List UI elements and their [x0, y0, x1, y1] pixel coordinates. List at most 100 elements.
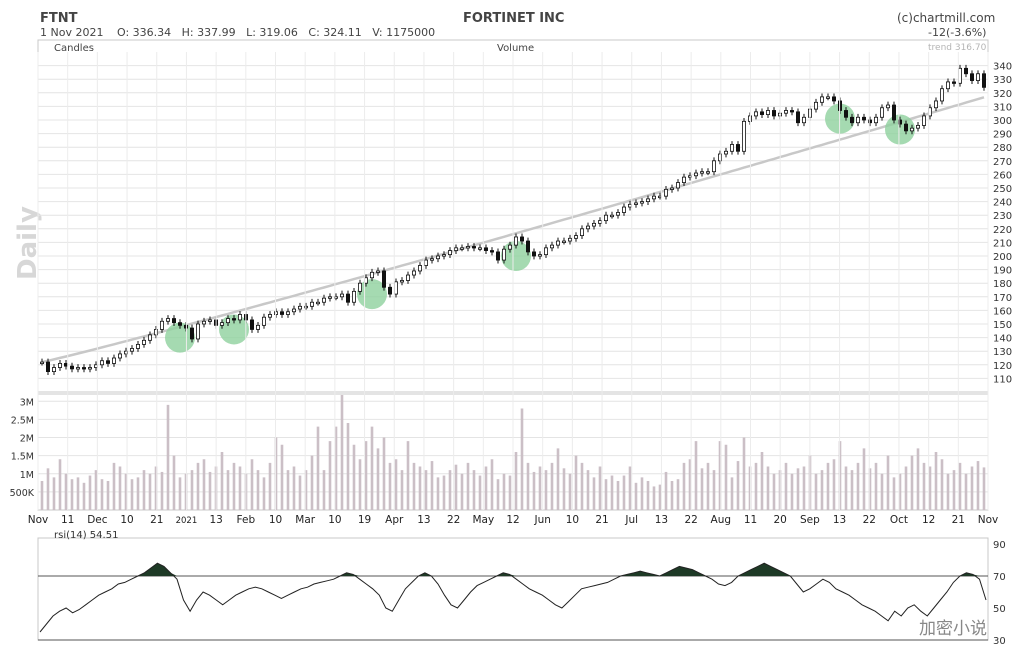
volume-bar — [490, 459, 494, 510]
volume-bar — [880, 473, 884, 510]
volume-bar — [670, 481, 674, 510]
candle — [267, 314, 272, 318]
candle — [976, 73, 981, 81]
ohlcv-label: O: 336.34 H: 337.99 L: 319.06 C: 324.11 … — [117, 26, 436, 39]
candle — [483, 247, 488, 251]
candle — [664, 188, 669, 197]
volume-bar — [652, 486, 656, 510]
candle — [285, 311, 290, 315]
price-tick-label: 110 — [993, 374, 1012, 385]
volume-bar — [832, 459, 836, 510]
volume-bar — [976, 461, 980, 510]
candle — [706, 171, 711, 174]
candle — [153, 329, 158, 336]
x-tick-label: 22 — [447, 514, 460, 526]
candle — [219, 322, 224, 326]
candle — [862, 116, 867, 121]
volume-bar — [910, 455, 914, 510]
volume-bar — [874, 462, 878, 510]
volume-bar — [280, 444, 284, 510]
volume-bar — [604, 479, 608, 510]
legend-trend: trend 316.70 — [928, 43, 987, 53]
x-tick-label: 13 — [833, 514, 846, 526]
candle — [646, 198, 651, 203]
volume-bar — [220, 452, 224, 510]
x-tick-label: Oct — [890, 514, 908, 526]
candle — [898, 119, 903, 125]
volume-bar — [826, 462, 830, 510]
candle — [345, 293, 350, 303]
volume-bar — [658, 484, 662, 510]
volume-bar — [112, 462, 116, 510]
candle — [964, 67, 969, 75]
volume-bar — [496, 479, 500, 510]
volume-bar — [952, 470, 956, 510]
rsi-tick-label: 70 — [993, 572, 1006, 583]
price-tick-label: 170 — [993, 293, 1012, 304]
candle — [411, 270, 416, 276]
candle — [868, 119, 873, 124]
volume-bar — [370, 426, 374, 510]
candle — [718, 153, 723, 162]
volume-bar — [346, 423, 350, 510]
candle — [730, 144, 735, 152]
volume-bar — [190, 470, 194, 510]
volume-bar — [400, 470, 404, 510]
price-tick-label: 200 — [993, 252, 1012, 263]
x-tick-label: 11 — [61, 514, 74, 526]
rsi-tick-label: 30 — [993, 636, 1006, 647]
source-label: (c)chartmill.com — [897, 11, 996, 25]
volume-bar — [172, 455, 176, 510]
candle — [550, 244, 555, 249]
candle — [147, 334, 152, 341]
candle — [694, 172, 699, 177]
candle — [76, 367, 81, 370]
volume-bar — [406, 441, 410, 510]
price-tick-label: 290 — [993, 130, 1012, 141]
candle — [538, 254, 543, 257]
candle — [622, 206, 627, 213]
volume-bar — [514, 452, 518, 510]
candle — [586, 225, 591, 230]
candle — [261, 316, 266, 326]
candle — [249, 319, 254, 330]
candle — [922, 115, 927, 126]
volume-bar — [898, 473, 902, 510]
volume-bar — [352, 444, 356, 510]
candle — [736, 144, 741, 152]
volume-bar — [226, 470, 230, 510]
candle — [796, 111, 801, 124]
rsi-tick-label: 50 — [993, 604, 1006, 615]
x-tick-label: 10 — [566, 514, 579, 526]
x-tick-label: May — [472, 514, 494, 526]
volume-bar — [790, 473, 794, 510]
candle — [886, 104, 891, 109]
volume-bar — [922, 462, 926, 510]
volume-bar — [328, 441, 332, 510]
volume-bar — [982, 467, 986, 510]
volume-bar — [100, 479, 104, 510]
volume-bar — [52, 477, 56, 510]
watermark: 加密小说 — [919, 619, 987, 639]
volume-bar — [94, 470, 98, 510]
volume-bar — [892, 477, 896, 510]
candle — [100, 360, 105, 366]
x-tick-label: Jun — [533, 514, 550, 526]
volume-bar — [106, 481, 110, 510]
volume-bar — [508, 475, 512, 510]
volume-bar — [970, 466, 974, 510]
candle — [760, 111, 765, 115]
x-tick-label: Nov — [978, 514, 999, 526]
candle — [766, 110, 771, 115]
candle — [477, 247, 482, 250]
candle — [40, 361, 45, 364]
volume-bar — [580, 462, 584, 510]
volume-bar — [568, 473, 572, 510]
candle — [82, 367, 87, 370]
volume-bar — [634, 482, 638, 510]
volume-bar — [538, 466, 542, 510]
volume-bar — [130, 479, 134, 510]
x-tick-label: Aug — [711, 514, 732, 526]
candle — [309, 301, 314, 307]
candle — [592, 222, 597, 227]
